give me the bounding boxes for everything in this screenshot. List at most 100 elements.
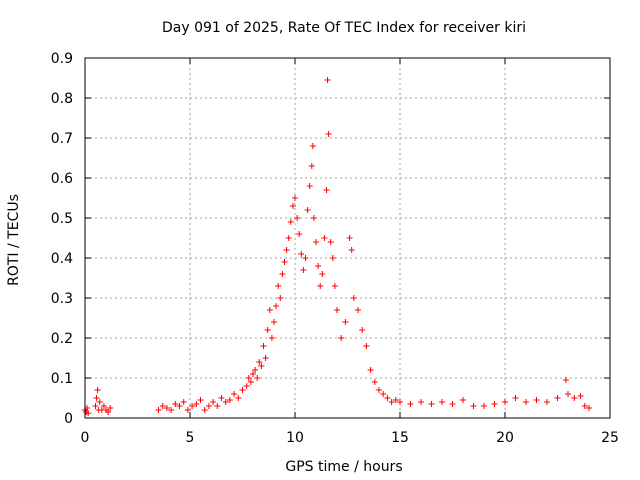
data-point [292, 195, 298, 201]
y-tick-label: 0.4 [51, 251, 73, 267]
x-tick-label: 25 [601, 430, 619, 446]
data-point [323, 187, 330, 193]
data-point [342, 319, 349, 325]
data-point [470, 403, 477, 409]
y-tick-label: 0.9 [51, 51, 73, 67]
data-point [247, 379, 254, 385]
data-point [289, 203, 296, 209]
data-point [308, 163, 315, 169]
x-tick-label: 10 [286, 430, 304, 446]
y-tick-label: 0.3 [51, 291, 73, 307]
data-point [298, 251, 305, 257]
data-point [512, 395, 519, 401]
data-point [262, 355, 269, 361]
data-point [96, 399, 103, 405]
data-point [93, 395, 100, 401]
data-point [105, 409, 112, 415]
data-point [350, 295, 357, 301]
data-point [155, 407, 162, 413]
data-point [296, 231, 303, 237]
data-point [359, 327, 366, 333]
data-point [367, 367, 374, 373]
data-point [565, 391, 571, 397]
data-point [193, 401, 200, 407]
data-point [502, 399, 508, 405]
data-point [371, 379, 378, 385]
data-point [271, 319, 277, 325]
data-point [348, 247, 355, 253]
plot-frame [84, 57, 611, 419]
data-point [306, 183, 313, 189]
data-point [380, 391, 387, 397]
axis-ticks [84, 57, 611, 419]
data-point [581, 403, 588, 409]
data-point [94, 387, 101, 393]
data-point [197, 397, 204, 403]
data-point [428, 401, 435, 407]
data-point [325, 131, 332, 137]
data-point [256, 359, 263, 365]
data-point [388, 399, 395, 405]
data-point [355, 307, 361, 313]
chart-title: Day 091 of 2025, Rate Of TEC Index for r… [162, 20, 526, 36]
y-tick-label: 0.8 [51, 91, 73, 107]
data-point [184, 407, 191, 413]
x-tick-label: 20 [496, 430, 514, 446]
data-point [313, 239, 319, 245]
data-point [324, 77, 331, 83]
data-point [252, 367, 259, 373]
data-point [245, 375, 252, 381]
grid [85, 58, 610, 418]
data-point [100, 403, 107, 409]
data-point [418, 399, 424, 405]
data-point [449, 401, 456, 407]
data-point [327, 239, 334, 245]
data-point [231, 391, 238, 397]
data-point [407, 401, 414, 407]
data-point [577, 393, 584, 399]
data-point [319, 271, 326, 277]
data-point [310, 215, 317, 221]
data-point [266, 307, 273, 313]
data-point [294, 215, 301, 221]
data-point [283, 247, 290, 253]
tick-labels: 0 5 10 15 20 25 0 0.1 0.2 0.3 0.4 0.5 0.6 0.7 0.8 0.9 [51, 51, 619, 446]
data-point [277, 295, 284, 301]
data-point [210, 399, 217, 405]
data-point [85, 410, 92, 417]
data-point [172, 401, 179, 407]
data-point [331, 283, 338, 289]
data-point [363, 343, 370, 349]
data-point [300, 267, 307, 273]
data-point [329, 255, 336, 261]
data-point [334, 307, 340, 313]
data-point [218, 395, 225, 401]
data-point [239, 387, 246, 393]
data-point [273, 303, 280, 309]
data-point [107, 405, 114, 411]
data-point [571, 395, 578, 401]
y-tick-label: 0.2 [51, 331, 73, 347]
data-point [392, 397, 399, 403]
data-point [92, 403, 99, 409]
data-point [321, 235, 328, 241]
data-point [338, 335, 345, 341]
data-point [226, 397, 233, 403]
data-point [163, 405, 170, 411]
data-point [302, 255, 309, 261]
data-point [562, 377, 569, 383]
data-point [460, 397, 466, 403]
y-tick-label: 0.5 [51, 211, 73, 227]
data-point [285, 235, 292, 241]
y-tick-label: 0.1 [51, 371, 73, 387]
data-point [268, 335, 275, 341]
data-point [205, 403, 212, 409]
data-point [254, 375, 261, 381]
data-point [544, 399, 550, 405]
data-point [260, 343, 267, 349]
x-tick-label: 0 [81, 430, 90, 446]
data-point [243, 383, 250, 389]
data-point [275, 283, 282, 289]
x-tick-label: 5 [186, 430, 195, 446]
